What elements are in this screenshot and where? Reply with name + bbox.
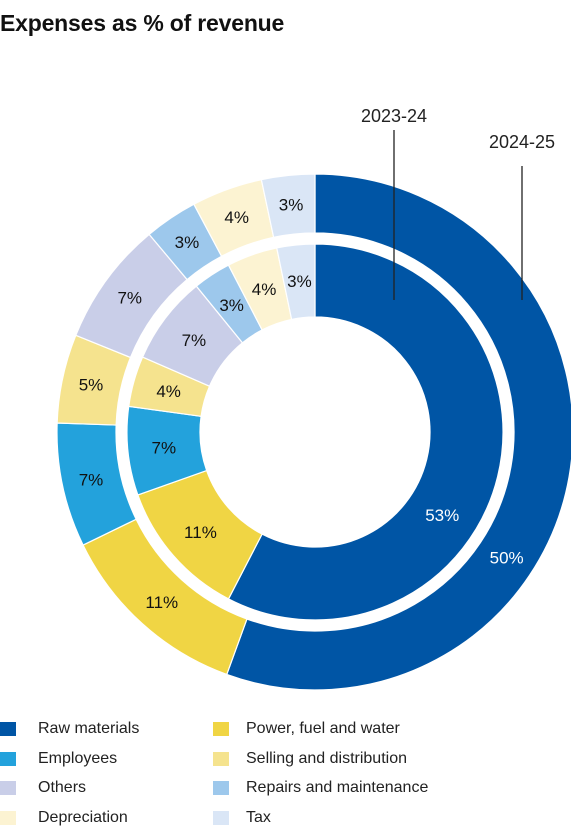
legend-label-others: Others [38,779,87,796]
legend-label-selling-and-distribution: Selling and distribution [246,750,407,767]
legend-swatch-raw-materials [0,722,16,736]
slice-2024-25-raw-materials [225,173,571,691]
data-label-2024-25-tax: 3% [279,195,304,214]
legend-label-repairs-and-maintenance: Repairs and maintenance [246,779,429,796]
legend-item-employees: Employees [0,744,117,774]
legend-swatch-repairs-and-maintenance [213,781,229,795]
legend-item-others: Others [0,773,86,803]
slice-2023-24-tax [276,243,316,321]
data-label-2023-24-power-fuel-and-water: 11% [184,523,217,542]
legend-swatch-tax [213,811,229,825]
data-label-2023-24-tax: 3% [287,272,312,291]
data-label-2024-25-depreciation: 4% [224,208,249,227]
legend-swatch-others [0,781,16,795]
data-label-2023-24-employees: 7% [152,439,177,458]
data-label-2023-24-raw-materials: 53% [425,506,459,525]
data-label-2024-25-employees: 7% [79,471,104,490]
slice-2023-24-raw-materials [227,243,504,621]
legend-label-depreciation: Depreciation [38,809,128,826]
series-label-2024-25: 2024-25 [489,132,555,152]
legend-label-tax: Tax [246,809,271,826]
data-label-2024-25-others: 7% [117,288,142,307]
legend-swatch-depreciation [0,811,16,825]
legend-item-selling-and-distribution: Selling and distribution [213,744,407,774]
legend-label-raw-materials: Raw materials [38,720,140,737]
legend-item-raw-materials: Raw materials [0,714,139,744]
data-label-2024-25-selling-and-distribution: 5% [79,375,104,394]
legend-item-tax: Tax [213,803,271,833]
legend-item-repairs-and-maintenance: Repairs and maintenance [213,773,428,803]
data-label-2024-25-repairs-and-maintenance: 3% [175,233,200,252]
legend-swatch-employees [0,752,16,766]
data-label-2023-24-selling-and-distribution: 4% [156,382,181,401]
chart-title: Expenses as % of revenue [0,10,285,36]
legend-label-employees: Employees [38,750,118,767]
legend-swatch-selling-and-distribution [213,752,229,766]
chart-legend: Raw materials Employees Others Depreciation… [0,712,571,835]
legend-item-depreciation: Depreciation [0,803,128,833]
legend-label-power-fuel-and-water: Power, fuel and water [246,720,400,737]
data-label-2024-25-power-fuel-and-water: 11% [145,593,178,612]
legend-item-power-fuel-and-water: Power, fuel and water [213,714,400,744]
data-label-2023-24-others: 7% [182,331,207,350]
data-label-2023-24-repairs-and-maintenance: 3% [219,296,244,315]
donut-chart: 53% 11% 7% 4% 7% 3% 4% 3% 50% 11% 7% 5% 7% 3% 4% 3% 2023… [56,106,571,691]
data-label-2024-25-raw-materials: 50% [490,548,524,567]
slice-2024-25-tax [260,173,316,239]
data-label-2023-24-depreciation: 4% [252,280,277,299]
series-label-2023-24: 2023-24 [361,106,427,126]
legend-swatch-power-fuel-and-water [213,722,229,736]
